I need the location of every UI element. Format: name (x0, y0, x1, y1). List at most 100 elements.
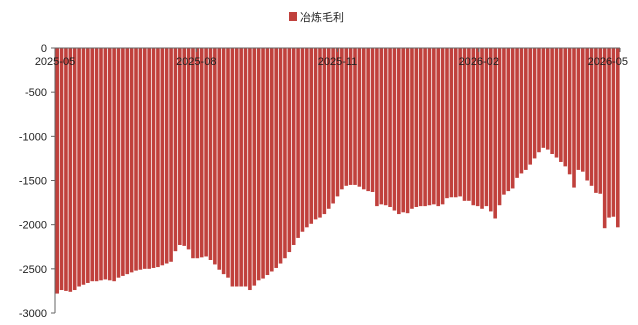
bar (151, 48, 156, 268)
bar (173, 48, 178, 252)
bar (221, 48, 226, 275)
y-tick-label: -1500 (19, 176, 47, 188)
y-tick-label: -1000 (19, 131, 47, 143)
bar (230, 48, 235, 287)
bar (59, 48, 64, 291)
bar (510, 48, 515, 189)
bar (576, 48, 581, 170)
legend-swatch (289, 12, 297, 21)
bar (107, 48, 112, 281)
bar (449, 48, 454, 198)
bar (440, 48, 445, 205)
bar (594, 48, 598, 193)
bar (462, 48, 467, 201)
bar (278, 48, 283, 264)
bar (497, 48, 502, 206)
y-tick-label: -2500 (19, 264, 47, 276)
bar (502, 48, 506, 195)
bar (375, 48, 379, 207)
bar (309, 48, 314, 224)
bar (81, 48, 86, 285)
bar (191, 48, 195, 259)
bar (589, 48, 594, 186)
bar (344, 48, 349, 186)
bar (318, 48, 322, 218)
bar (340, 48, 344, 190)
bar (475, 48, 480, 207)
y-axis: 0 -500 -1000 -1500 -2000 -2500 -3000 (19, 43, 56, 320)
bar (322, 48, 327, 215)
bar (489, 48, 493, 212)
bar (353, 48, 357, 185)
bar (524, 48, 528, 170)
bar (545, 48, 550, 150)
bar (427, 48, 432, 206)
bar (208, 48, 213, 260)
bar (361, 48, 366, 190)
bar (405, 48, 410, 214)
bar (580, 48, 585, 172)
bar (300, 48, 305, 232)
bar (138, 48, 143, 270)
bar (287, 48, 292, 253)
bar (554, 48, 559, 158)
bar (559, 48, 563, 162)
bar (169, 48, 173, 262)
bar (515, 48, 519, 178)
bar (147, 48, 151, 269)
bar (55, 48, 59, 294)
bar (291, 48, 296, 245)
bar (186, 48, 191, 250)
bar (134, 48, 138, 271)
bar (313, 48, 318, 220)
bar (585, 48, 589, 181)
bar (182, 48, 186, 246)
legend-label: 冶炼毛利 (300, 10, 344, 24)
bar (383, 48, 388, 206)
bar (484, 48, 489, 207)
bar (94, 48, 99, 282)
bar (436, 48, 441, 207)
bar (418, 48, 423, 207)
bar (550, 48, 554, 154)
bar (234, 48, 239, 287)
bar (270, 48, 274, 272)
bar (414, 48, 419, 207)
bar (445, 48, 449, 199)
bar (116, 48, 121, 278)
bar (274, 48, 278, 268)
bar (164, 48, 169, 264)
bar (129, 48, 134, 273)
bar (64, 48, 68, 291)
bar (261, 48, 265, 279)
bar (112, 48, 116, 282)
bar (392, 48, 397, 211)
bar (572, 48, 576, 188)
bar (121, 48, 125, 276)
bar (348, 48, 353, 185)
x-tick-label: 2025-11 (318, 56, 358, 68)
y-tick-label: -3000 (19, 308, 47, 320)
bar (370, 48, 375, 192)
x-axis: 2025-05 2025-08 2025-11 2026-02 2026-05 (35, 47, 628, 68)
bar (471, 48, 476, 206)
y-tick-label: -2000 (19, 220, 47, 232)
bar (611, 48, 616, 217)
bar (283, 48, 287, 259)
bar (248, 48, 252, 291)
bar (252, 48, 257, 286)
bars (55, 48, 620, 294)
bar (506, 48, 511, 192)
bar (142, 48, 147, 269)
bar (72, 48, 77, 291)
bar (265, 48, 270, 276)
bar (532, 48, 537, 159)
bar (432, 48, 436, 205)
bar (410, 48, 414, 209)
bar (213, 48, 217, 265)
bar (77, 48, 81, 287)
x-tick-label: 2026-05 (588, 56, 628, 68)
bar (335, 48, 340, 197)
bar (256, 48, 261, 281)
